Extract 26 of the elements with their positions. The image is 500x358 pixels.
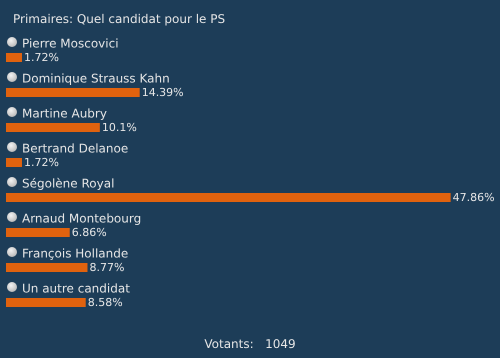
bar — [6, 193, 451, 202]
y-tick-label: Bertrand Delanoe — [22, 142, 128, 156]
y-tick-label: Ségolène Royal — [22, 176, 114, 190]
text: Votants: 1049 — [204, 337, 296, 351]
bar — [6, 298, 86, 307]
y-tick-label: Dominique Strauss Kahn — [22, 72, 170, 86]
data-label: 14.39% — [142, 86, 184, 99]
data-label: 8.77% — [89, 261, 124, 274]
bar — [6, 123, 100, 132]
y-tick-label: Martine Aubry — [22, 106, 107, 120]
data-label: 1.72% — [24, 156, 59, 169]
bar — [6, 158, 22, 167]
chart-title: Primaires: Quel candidat pour le PS — [13, 12, 226, 26]
data-label: 1.72% — [24, 51, 59, 64]
y-tick-label: Arnaud Montebourg — [22, 212, 142, 226]
data-label: 8.58% — [88, 296, 123, 309]
y-tick-label: François Hollande — [22, 246, 128, 260]
y-tick-label: Un autre candidat — [22, 282, 130, 296]
bar — [6, 263, 88, 272]
data-label: 47.86% — [452, 191, 495, 204]
bar — [6, 53, 22, 62]
data-label: 10.1% — [102, 121, 137, 134]
data-label: 6.86% — [72, 226, 107, 239]
bar — [6, 88, 140, 97]
bar — [6, 228, 70, 237]
y-tick-label: Pierre Moscovici — [22, 36, 119, 50]
